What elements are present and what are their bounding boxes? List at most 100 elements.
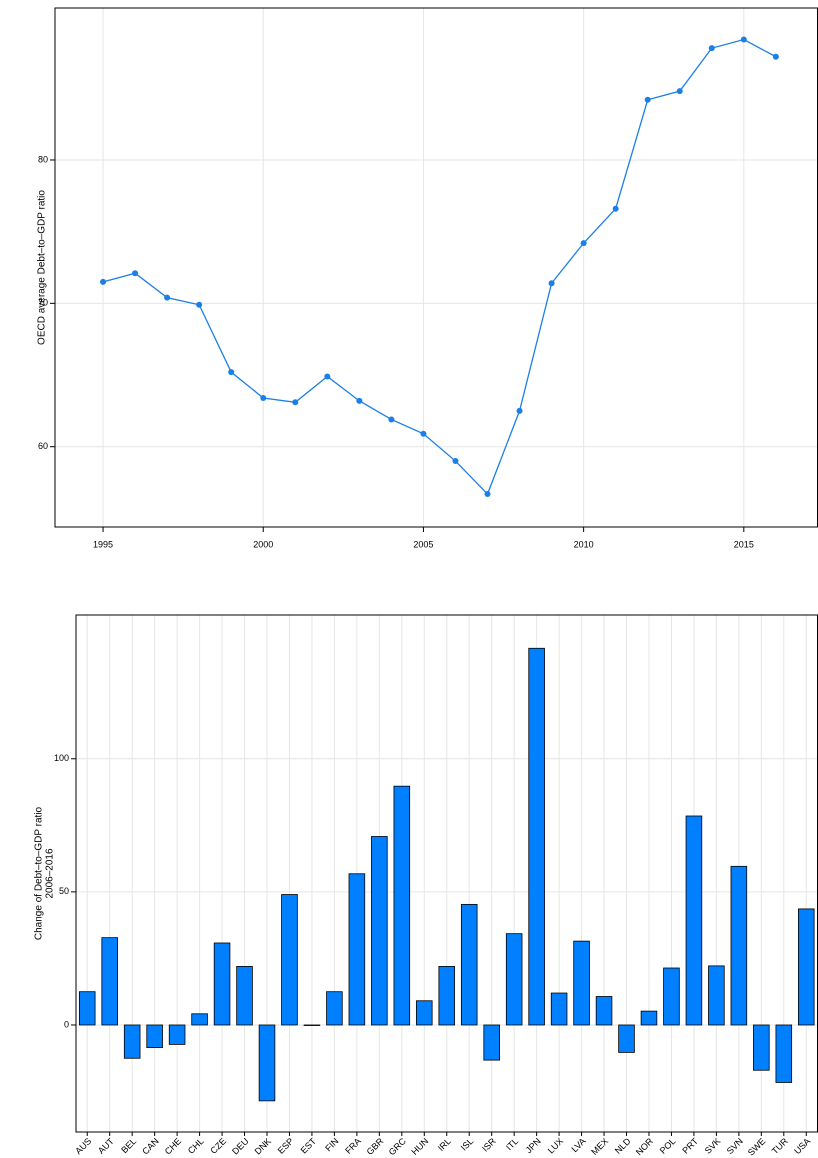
bar: [348, 873, 366, 1026]
bar: [460, 903, 478, 1026]
line: [102, 38, 777, 496]
point: [292, 399, 299, 406]
x-tick-label: CHL: [186, 1136, 206, 1156]
point: [772, 53, 779, 60]
point: [324, 373, 331, 380]
y-axis-label: OECD average Debt–to–GDP ratio: [37, 190, 48, 345]
point: [388, 416, 395, 423]
point: [260, 394, 267, 401]
bar: [281, 894, 298, 1026]
bar: [595, 996, 613, 1026]
bar: [483, 1024, 500, 1061]
bar: [326, 991, 343, 1026]
x-tick-label: AUT: [96, 1136, 116, 1156]
bar: [123, 1024, 141, 1059]
x-tick-label: NOR: [634, 1136, 656, 1158]
bar: [168, 1024, 186, 1045]
bar: [101, 937, 118, 1026]
point: [708, 45, 715, 52]
x-tick-label: EST: [299, 1136, 319, 1156]
bar: [416, 1000, 433, 1026]
bar: [236, 966, 253, 1026]
point: [580, 240, 587, 247]
point: [676, 88, 683, 95]
x-tick-label: PRT: [680, 1136, 700, 1156]
point: [452, 458, 459, 465]
bar: [438, 966, 456, 1026]
point: [548, 280, 555, 287]
bar: [573, 940, 590, 1026]
x-tick-label: ISL: [459, 1136, 476, 1153]
x-tick-label: LVA: [569, 1136, 587, 1154]
bar: [730, 865, 748, 1026]
x-tick-label: ISR: [480, 1136, 498, 1154]
bar: [258, 1024, 276, 1102]
x-tick-label: SVK: [703, 1136, 723, 1156]
bar: [550, 992, 568, 1026]
x-tick-label: SVN: [725, 1136, 745, 1156]
bar: [393, 785, 411, 1026]
y-axis-label: Change of Debt–to–GDP ratio: [34, 806, 45, 940]
bar: [685, 815, 703, 1026]
x-tick-label: 2000: [253, 539, 273, 549]
x-tick-label: USA: [792, 1136, 812, 1156]
bar: [78, 991, 96, 1026]
x-tick-label: CHE: [163, 1136, 184, 1157]
bar: [303, 1024, 321, 1026]
bar: [146, 1024, 163, 1049]
y-tick-label: 60: [38, 441, 48, 451]
point: [356, 397, 363, 404]
point: [164, 294, 171, 301]
bar: [775, 1024, 793, 1083]
x-tick-label: GBR: [365, 1136, 386, 1157]
bar: [708, 965, 725, 1026]
x-tick-label: 2005: [413, 539, 433, 549]
x-tick-label: JPN: [524, 1136, 543, 1155]
x-tick-label: IRL: [436, 1136, 453, 1153]
x-tick-label: FRA: [343, 1136, 363, 1156]
point: [100, 278, 107, 285]
y-tick-label: 0: [64, 1019, 69, 1029]
bar: [213, 942, 231, 1026]
x-tick-label: POL: [658, 1136, 678, 1156]
x-tick-label: DEU: [230, 1136, 251, 1157]
x-tick-label: TUR: [770, 1136, 791, 1157]
x-tick-label: NLD: [613, 1136, 633, 1156]
x-tick-label: 2010: [574, 539, 594, 549]
x-tick-label: SWE: [746, 1136, 768, 1158]
bar: [663, 967, 680, 1026]
bar: [798, 908, 815, 1026]
bar: [753, 1024, 770, 1071]
x-tick-label: LUX: [546, 1136, 565, 1155]
y-tick-label: 100: [54, 753, 69, 763]
x-tick-label: FIN: [323, 1136, 340, 1153]
y-tick-label: 80: [38, 154, 48, 164]
x-tick-label: HUN: [410, 1136, 431, 1157]
x-tick-label: ITL: [504, 1136, 520, 1152]
x-tick-label: AUS: [73, 1136, 93, 1156]
bar: [528, 647, 545, 1026]
bar: [505, 933, 523, 1026]
y-tick-label: 50: [59, 886, 69, 896]
point: [516, 407, 523, 414]
point: [740, 36, 747, 43]
x-tick-label: BEL: [119, 1136, 138, 1155]
x-tick-label: GRC: [387, 1136, 409, 1158]
x-tick-label: 1995: [93, 539, 113, 549]
y-tick-label: 70: [38, 298, 48, 308]
point: [132, 270, 139, 277]
x-tick-label: DNK: [253, 1136, 274, 1157]
point: [196, 301, 203, 308]
point: [644, 96, 651, 103]
x-tick-label: CZE: [208, 1136, 228, 1156]
x-tick-label: 2015: [734, 539, 754, 549]
bar: [640, 1010, 658, 1026]
point: [228, 369, 235, 376]
bar: [371, 836, 388, 1026]
y-axis-label: 2006–2016: [45, 848, 56, 898]
point: [484, 491, 491, 498]
point: [612, 205, 619, 212]
bar: [618, 1024, 635, 1053]
bar: [191, 1013, 208, 1026]
